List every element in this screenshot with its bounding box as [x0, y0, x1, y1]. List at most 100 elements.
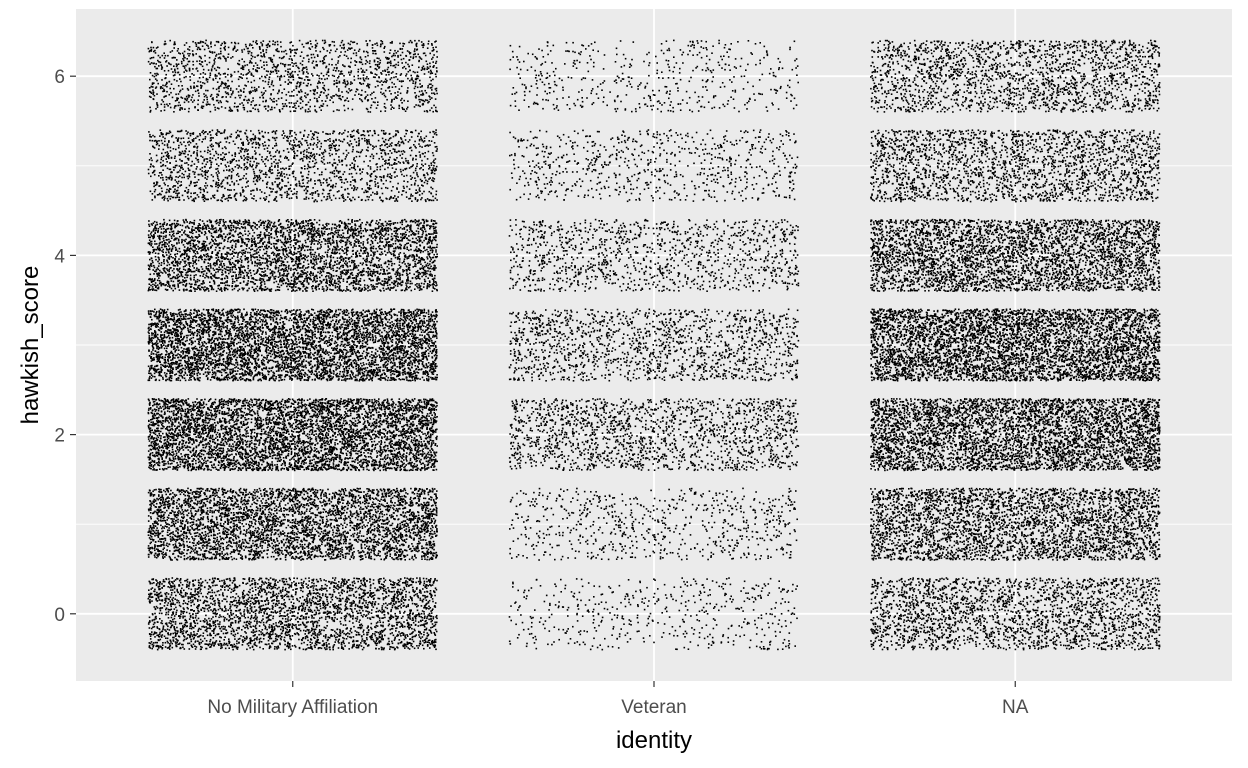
data-point: [318, 593, 321, 595]
data-point: [386, 509, 389, 512]
data-point: [189, 557, 192, 560]
data-point: [165, 592, 168, 594]
data-point: [288, 585, 291, 587]
data-point: [396, 617, 399, 619]
data-point: [296, 632, 298, 634]
data-point: [287, 645, 290, 648]
data-point: [268, 618, 270, 621]
data-point: [273, 583, 276, 586]
data-point: [176, 639, 178, 641]
data-point: [217, 598, 219, 600]
data-point: [261, 524, 263, 527]
data-point: [192, 599, 194, 601]
data-point: [406, 614, 409, 616]
data-point: [187, 597, 190, 600]
data-point: [162, 579, 165, 581]
data-point: [430, 596, 432, 598]
data-point: [214, 534, 217, 536]
data-point: [241, 644, 244, 646]
data-point: [414, 624, 417, 626]
data-point: [337, 585, 340, 588]
data-point: [153, 625, 156, 628]
data-point: [185, 579, 188, 582]
data-point: [250, 609, 253, 611]
data-point: [420, 539, 422, 541]
data-point: [289, 609, 292, 612]
data-point: [205, 626, 207, 628]
data-point: [417, 497, 420, 500]
data-point: [240, 507, 242, 510]
data-point: [411, 599, 413, 602]
data-point: [174, 641, 177, 643]
data-point: [344, 583, 346, 586]
data-point: [278, 615, 281, 618]
data-point: [169, 643, 171, 645]
data-point: [404, 503, 407, 505]
data-point: [396, 591, 398, 593]
data-point: [320, 537, 323, 539]
data-point: [167, 642, 169, 644]
data-point: [264, 581, 266, 583]
data-point: [237, 621, 240, 624]
data-point: [204, 541, 206, 543]
data-point: [343, 615, 346, 618]
data-point: [393, 599, 395, 602]
data-point: [199, 638, 202, 641]
data-point: [350, 521, 353, 523]
data-point: [211, 511, 214, 514]
data-point: [322, 640, 324, 642]
data-point: [399, 605, 401, 607]
data-point: [281, 622, 283, 624]
data-point: [180, 534, 182, 537]
data-point: [246, 602, 248, 605]
data-point: [367, 644, 370, 647]
data-point: [174, 598, 176, 600]
data-point: [171, 518, 174, 520]
data-point: [239, 608, 241, 611]
data-point: [421, 619, 424, 621]
data-point: [364, 547, 366, 549]
data-point: [217, 578, 220, 580]
data-point: [363, 592, 366, 595]
data-point: [183, 625, 186, 628]
data-point: [231, 622, 234, 624]
data-point: [312, 623, 314, 626]
data-point: [263, 588, 265, 591]
data-point: [340, 608, 342, 611]
data-point: [412, 578, 414, 580]
data-point: [391, 584, 393, 586]
data-point: [279, 634, 281, 637]
data-point: [148, 549, 150, 552]
data-point: [334, 630, 336, 633]
data-point: [279, 612, 281, 615]
data-point: [233, 533, 235, 535]
data-point: [435, 630, 438, 633]
data-point: [191, 595, 194, 598]
data-point: [427, 517, 429, 520]
data-point: [378, 633, 381, 636]
data-point: [200, 592, 202, 595]
data-point: [332, 604, 334, 606]
data-point: [184, 592, 187, 594]
data-point: [316, 607, 318, 609]
data-point: [290, 594, 293, 597]
data-point: [353, 602, 355, 604]
data-point: [237, 620, 240, 623]
data-point: [347, 586, 350, 589]
data-point: [364, 585, 367, 588]
data-point: [214, 624, 217, 626]
data-point: [256, 622, 258, 625]
data-point: [425, 637, 427, 640]
data-point: [347, 597, 349, 600]
data-point: [218, 506, 221, 509]
data-point: [283, 604, 285, 606]
data-point: [377, 610, 379, 613]
data-point: [434, 633, 436, 635]
data-point: [332, 605, 335, 608]
data-point: [198, 595, 200, 598]
data-point: [256, 489, 258, 491]
data-point: [208, 578, 211, 581]
data-point: [263, 634, 266, 636]
data-point: [340, 537, 342, 539]
data-point: [254, 616, 256, 619]
